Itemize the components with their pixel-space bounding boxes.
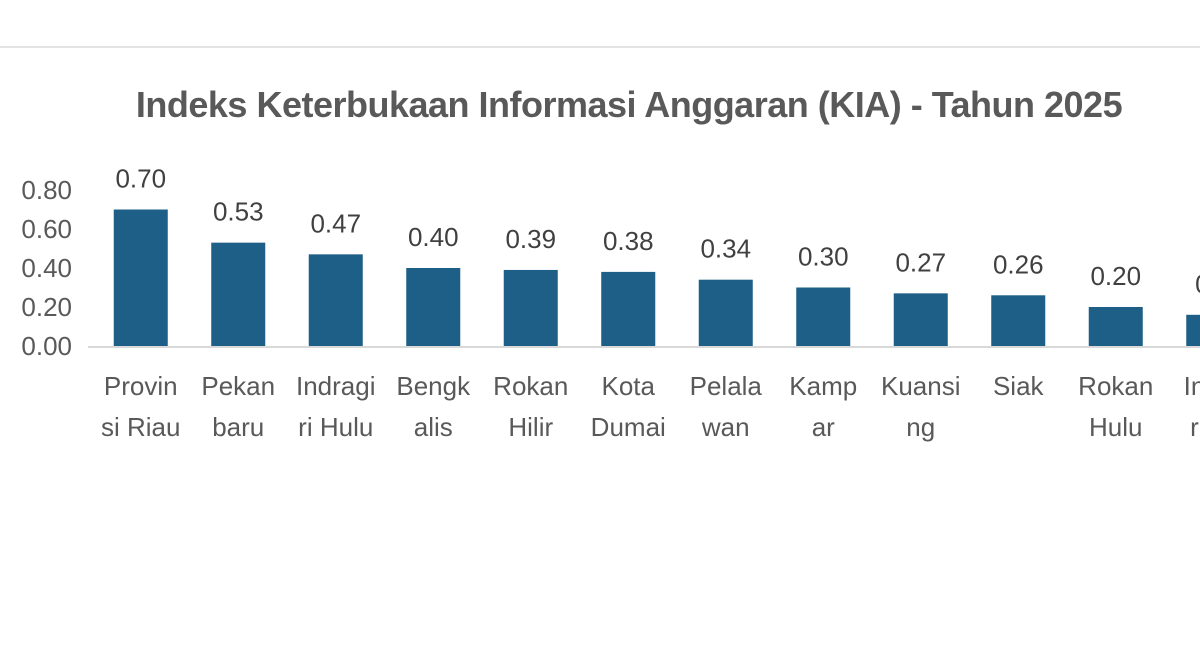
y-tick-label: 0.40 [21, 253, 72, 283]
data-label: 0.38 [603, 226, 654, 256]
chart-title: Indeks Keterbukaan Informasi Anggaran (K… [135, 84, 1123, 125]
data-label: 0.34 [700, 234, 751, 264]
bar [113, 209, 168, 346]
category-label: ng [906, 412, 935, 442]
bar [406, 268, 461, 346]
data-label: 0.40 [408, 222, 459, 252]
bar [893, 293, 948, 346]
data-label: 0.47 [310, 208, 361, 238]
category-label: Indragi [296, 371, 376, 401]
data-label: 0.30 [798, 242, 849, 272]
category-label: ri Hulu [298, 412, 373, 442]
category-label: baru [212, 412, 264, 442]
bar [601, 271, 656, 346]
data-label: 0.20 [1090, 261, 1141, 291]
bar [308, 254, 363, 346]
category-label: si Riau [101, 412, 180, 442]
category-label: Hulu [1089, 412, 1142, 442]
category-label: Indra [1184, 371, 1200, 401]
data-labels-group: 0.70 0.53 0.47 0.40 0.39 0.38 0.34 0.30 0.27 0.26… [115, 164, 1200, 299]
data-label: 0.27 [895, 247, 946, 277]
category-label: Siak [993, 371, 1045, 401]
category-label: ar [812, 412, 835, 442]
y-tick-label: 0.20 [21, 292, 72, 322]
category-label: Dumai [591, 412, 666, 442]
data-label: 0.70 [115, 164, 166, 194]
y-tick-label: 0.00 [21, 331, 72, 361]
category-label: Kamp [789, 371, 857, 401]
bar [698, 279, 753, 346]
category-label: Kuansi [881, 371, 961, 401]
y-tick-label: 0.80 [21, 175, 72, 205]
top-divider [0, 46, 1200, 48]
category-label: Bengk [396, 371, 471, 401]
bar [796, 287, 851, 346]
bar [1186, 314, 1200, 346]
data-label: 0.26 [993, 249, 1044, 279]
category-label: Rokan [493, 371, 568, 401]
y-tick-label: 0.60 [21, 214, 72, 244]
category-label: wan [701, 412, 750, 442]
bar [1088, 307, 1143, 346]
bar [503, 269, 558, 346]
category-label: Pelala [690, 371, 763, 401]
category-labels-group: Provin si Riau Pekan baru Indragi ri Hulu Beng… [101, 371, 1200, 442]
category-label: ri Hi [1190, 412, 1200, 442]
bar [211, 242, 266, 346]
bars-group [113, 209, 1200, 346]
data-label: 0.1 [1195, 269, 1200, 299]
y-axis: 0.00 0.20 0.40 0.60 0.80 [21, 175, 72, 361]
category-label: Hilir [508, 412, 553, 442]
category-label: Rokan [1078, 371, 1153, 401]
category-label: Provin [104, 371, 178, 401]
data-label: 0.39 [505, 224, 556, 254]
category-label: Pekan [201, 371, 275, 401]
data-label: 0.53 [213, 197, 264, 227]
category-label: alis [414, 412, 453, 442]
bar [991, 295, 1046, 346]
category-label: Kota [602, 371, 656, 401]
